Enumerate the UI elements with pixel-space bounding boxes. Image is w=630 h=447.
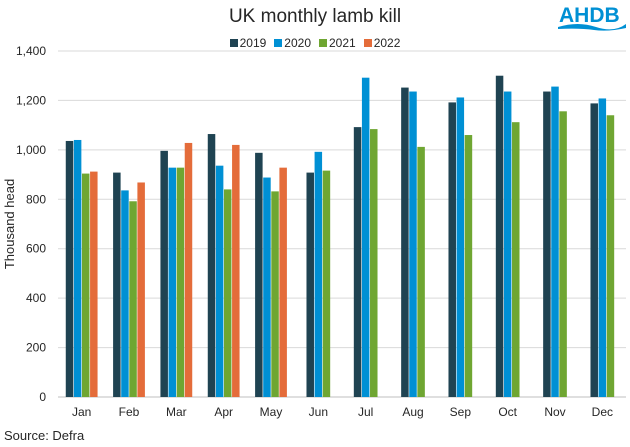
bar-2020-Jun (314, 151, 323, 397)
bar-2021-Mar (176, 167, 185, 397)
source-note: Source: Defra (4, 428, 85, 443)
x-tick-label: Sep (450, 405, 472, 419)
x-tick-label: Oct (498, 405, 517, 419)
bar-2020-Nov (551, 86, 559, 398)
bar-2019-Nov (543, 91, 551, 397)
bar-2021-Jul (370, 129, 378, 397)
x-tick-label: Nov (544, 405, 565, 419)
y-tick-label: 0 (39, 390, 46, 404)
bar-2022-Apr (232, 144, 240, 397)
bar-2020-Mar (168, 167, 177, 397)
legend-label: 2020 (284, 36, 311, 50)
bar-2022-Feb (137, 182, 145, 397)
y-tick-label: 600 (26, 242, 46, 256)
bar-2022-Mar (184, 142, 193, 397)
y-tick-label: 800 (26, 192, 46, 206)
bar-2021-Oct (512, 122, 520, 398)
x-tick-label: Jun (309, 405, 328, 419)
bar-2019-Jul (353, 127, 362, 398)
bar-2020-Oct (503, 91, 512, 397)
legend-label: 2021 (329, 36, 356, 50)
bar-2020-Sep (456, 97, 465, 397)
y-tick-label: 400 (26, 291, 46, 305)
bar-2020-Aug (409, 91, 417, 397)
bar-2020-Feb (121, 190, 129, 397)
bar-2021-Feb (129, 201, 137, 397)
bar-2021-Sep (464, 135, 473, 397)
ahdb-logo: AHDB (558, 2, 626, 37)
bar-2022-May (279, 167, 287, 397)
bar-2021-Dec (606, 115, 615, 397)
y-axis-label: Thousand head (2, 179, 17, 269)
bar-2019-Apr (207, 134, 216, 398)
x-tick-label: Feb (119, 405, 140, 419)
bar-2019-Aug (401, 87, 409, 397)
bar-2021-Apr (223, 189, 232, 397)
chart-title: UK monthly lamb kill (228, 6, 402, 27)
x-tick-label: Apr (214, 405, 233, 419)
x-tick-label: Jan (72, 405, 91, 419)
legend-item-2019: 2019 (229, 36, 267, 50)
x-tick-label: Dec (592, 405, 613, 419)
bar-2020-May (263, 177, 271, 397)
bar-2021-Aug (417, 146, 425, 397)
bar-2019-Mar (160, 150, 168, 397)
y-tick-label: 200 (26, 341, 46, 355)
legend-label: 2019 (239, 36, 267, 50)
legend-item-2020: 2020 (274, 36, 311, 50)
y-tick-label: 1,000 (16, 143, 46, 157)
bar-2019-Oct (495, 75, 504, 397)
x-tick-label: Mar (166, 405, 187, 419)
x-tick-label: May (260, 405, 283, 419)
bar-2020-Dec (598, 98, 607, 398)
bar-2021-Jan (81, 173, 90, 397)
bar-2019-Dec (590, 103, 598, 397)
legend-swatch (363, 39, 372, 47)
legend-item-2021: 2021 (319, 36, 356, 50)
bar-2019-Sep (448, 102, 456, 398)
y-tick-label: 1,200 (16, 93, 46, 107)
x-tick-label: Aug (402, 405, 423, 419)
bar-2019-Feb (113, 172, 121, 397)
y-tick-label: 1,400 (16, 44, 46, 58)
x-tick-label: Jul (358, 405, 373, 419)
bar-2021-Jun (322, 170, 331, 397)
bar-2019-Jun (306, 172, 314, 397)
legend-swatch (319, 39, 327, 47)
bar-2020-Jul (361, 77, 370, 397)
bar-2021-May (271, 191, 279, 397)
legend-swatch (229, 39, 238, 47)
legend: 2019 2020 2021 2022 (0, 36, 630, 50)
svg-text:AHDB: AHDB (559, 4, 620, 27)
legend-item-2022: 2022 (363, 36, 401, 50)
legend-label: 2022 (373, 36, 401, 50)
bar-2019-Jan (65, 140, 74, 397)
bar-2020-Apr (215, 165, 224, 397)
bar-2019-May (255, 152, 263, 397)
bar-2020-Jan (73, 139, 82, 397)
bar-2021-Nov (559, 111, 567, 397)
legend-swatch (274, 39, 283, 47)
bar-2022-Jan (90, 171, 98, 397)
